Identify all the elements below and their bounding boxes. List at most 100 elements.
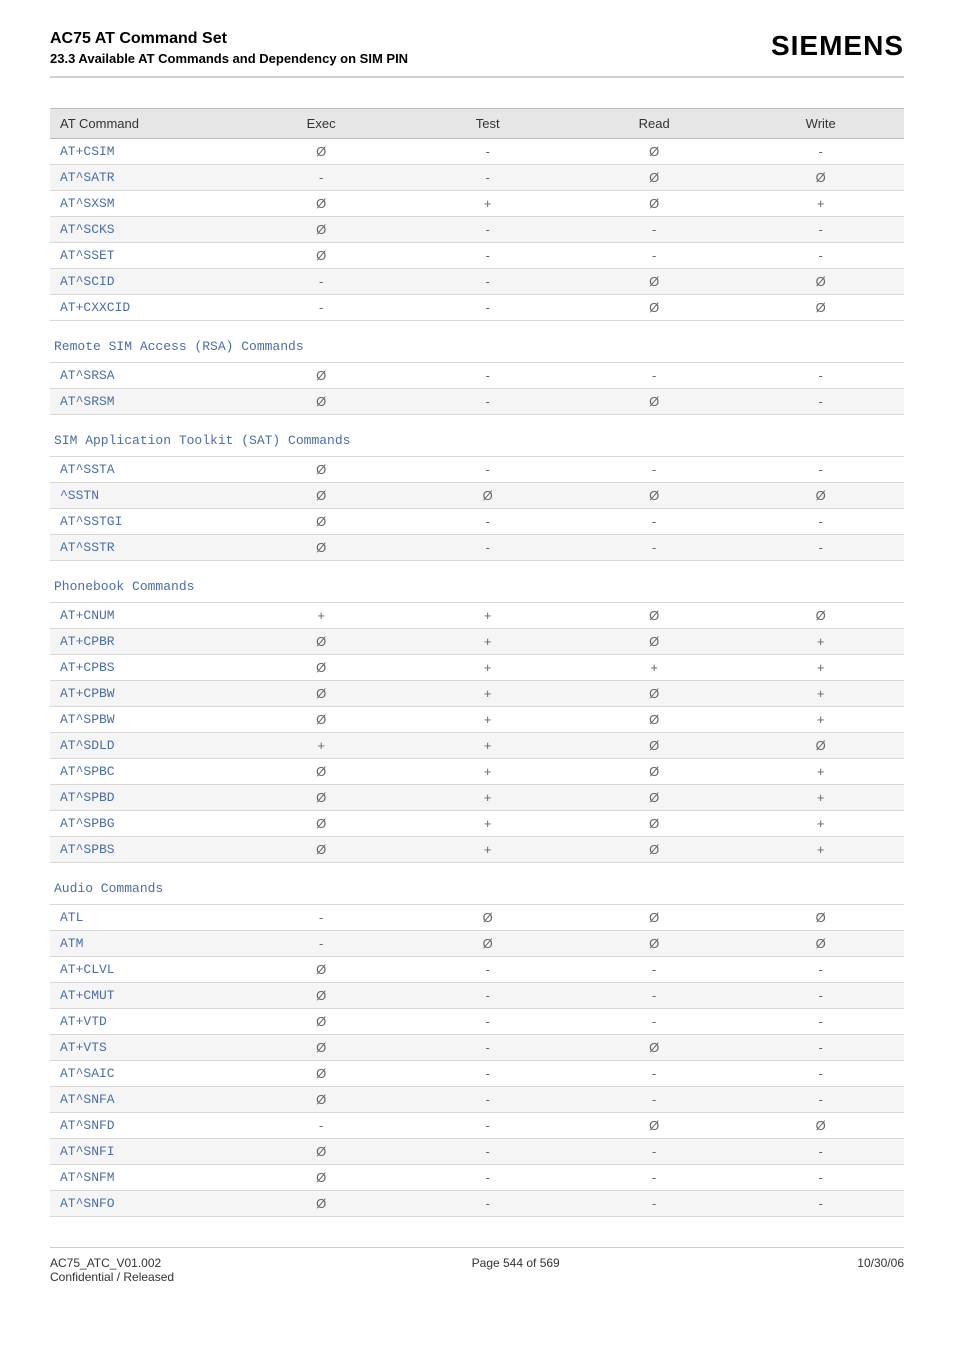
cell-value: - <box>571 457 738 483</box>
header-left: AC75 AT Command Set 23.3 Available AT Co… <box>50 30 408 66</box>
cell-value: + <box>737 785 904 811</box>
cell-value: Ø <box>571 905 738 931</box>
cell-value: Ø <box>737 905 904 931</box>
table-row: AT+CSIMØ-Ø- <box>50 139 904 165</box>
cell-value: Ø <box>238 457 405 483</box>
col-read: Read <box>571 109 738 139</box>
cell-value: Ø <box>238 1165 405 1191</box>
table-row: AT^SNFIØ--- <box>50 1139 904 1165</box>
cell-value: - <box>571 983 738 1009</box>
table-row: AT+CMUTØ--- <box>50 983 904 1009</box>
cell-command: AT+CPBS <box>50 655 238 681</box>
cell-value: - <box>737 983 904 1009</box>
cell-value: - <box>737 1009 904 1035</box>
cell-value: - <box>737 1061 904 1087</box>
section-title: SIM Application Toolkit (SAT) Commands <box>50 415 904 457</box>
cell-value: Ø <box>238 243 405 269</box>
cell-value: - <box>737 957 904 983</box>
cell-command: AT+CLVL <box>50 957 238 983</box>
cell-value: Ø <box>737 603 904 629</box>
cell-command: AT^SRSA <box>50 363 238 389</box>
cell-value: Ø <box>737 165 904 191</box>
table-row: AT+VTSØ-Ø- <box>50 1035 904 1061</box>
cell-value: - <box>404 957 571 983</box>
cell-value: Ø <box>571 603 738 629</box>
cell-value: Ø <box>737 483 904 509</box>
table-row: AT^SPBSØ+Ø+ <box>50 837 904 863</box>
cell-value: Ø <box>571 931 738 957</box>
cell-value: - <box>737 457 904 483</box>
cell-command: AT^SNFA <box>50 1087 238 1113</box>
cell-value: + <box>238 733 405 759</box>
cell-value: Ø <box>238 535 405 561</box>
cell-command: ^SSTN <box>50 483 238 509</box>
cell-value: Ø <box>238 759 405 785</box>
cell-value: - <box>404 165 571 191</box>
cell-value: - <box>238 1113 405 1139</box>
cell-value: Ø <box>404 483 571 509</box>
cell-value: - <box>404 1191 571 1217</box>
cell-command: AT^SPBW <box>50 707 238 733</box>
cell-command: AT+VTS <box>50 1035 238 1061</box>
doc-title: AC75 AT Command Set <box>50 30 408 48</box>
cell-command: AT^SCID <box>50 269 238 295</box>
cell-value: Ø <box>571 785 738 811</box>
table-row: AT^SNFAØ--- <box>50 1087 904 1113</box>
table-row: AT^SSTAØ--- <box>50 457 904 483</box>
at-command-table: AT Command Exec Test Read Write AT+CSIMØ… <box>50 108 904 1217</box>
cell-command: AT^SSTR <box>50 535 238 561</box>
cell-value: Ø <box>238 983 405 1009</box>
cell-command: AT^SNFM <box>50 1165 238 1191</box>
table-row: AT^SRSAØ--- <box>50 363 904 389</box>
table-row: AT^SSTGIØ--- <box>50 509 904 535</box>
cell-value: - <box>238 905 405 931</box>
cell-value: + <box>571 655 738 681</box>
cell-command: AT+CMUT <box>50 983 238 1009</box>
cell-command: AT^SSET <box>50 243 238 269</box>
cell-value: - <box>404 1139 571 1165</box>
cell-value: Ø <box>571 811 738 837</box>
cell-value: + <box>404 603 571 629</box>
cell-value: Ø <box>238 509 405 535</box>
section-title: Audio Commands <box>50 863 904 905</box>
table-row: ^SSTNØØØØ <box>50 483 904 509</box>
cell-value: Ø <box>238 217 405 243</box>
cell-value: - <box>404 983 571 1009</box>
cell-value: - <box>571 243 738 269</box>
cell-value: - <box>571 363 738 389</box>
cell-value: - <box>404 217 571 243</box>
cell-value: Ø <box>238 1139 405 1165</box>
table-row: AT+CXXCID--ØØ <box>50 295 904 321</box>
cell-value: + <box>404 785 571 811</box>
cell-value: + <box>404 191 571 217</box>
cell-value: - <box>238 931 405 957</box>
cell-value: Ø <box>571 483 738 509</box>
cell-value: - <box>571 957 738 983</box>
footer-version: AC75_ATC_V01.002 <box>50 1256 161 1270</box>
cell-value: Ø <box>238 1035 405 1061</box>
table-row: ATL-ØØØ <box>50 905 904 931</box>
cell-value: - <box>737 243 904 269</box>
cell-command: ATM <box>50 931 238 957</box>
cell-value: Ø <box>238 629 405 655</box>
cell-value: Ø <box>404 931 571 957</box>
footer-confidential: Confidential / Released <box>50 1270 174 1284</box>
cell-value: Ø <box>238 139 405 165</box>
cell-command: AT+CPBW <box>50 681 238 707</box>
cell-command: AT+VTD <box>50 1009 238 1035</box>
col-exec: Exec <box>238 109 405 139</box>
cell-value: Ø <box>737 733 904 759</box>
table-row: AT+CNUM++ØØ <box>50 603 904 629</box>
cell-value: + <box>238 603 405 629</box>
cell-value: Ø <box>571 1113 738 1139</box>
cell-value: - <box>737 1035 904 1061</box>
table-row: AT^SPBWØ+Ø+ <box>50 707 904 733</box>
cell-command: AT+CPBR <box>50 629 238 655</box>
cell-value: Ø <box>238 811 405 837</box>
cell-command: AT^SSTA <box>50 457 238 483</box>
table-row: AT^SDLD++ØØ <box>50 733 904 759</box>
cell-value: Ø <box>238 655 405 681</box>
cell-value: - <box>737 363 904 389</box>
cell-value: Ø <box>238 1191 405 1217</box>
cell-value: - <box>404 1061 571 1087</box>
